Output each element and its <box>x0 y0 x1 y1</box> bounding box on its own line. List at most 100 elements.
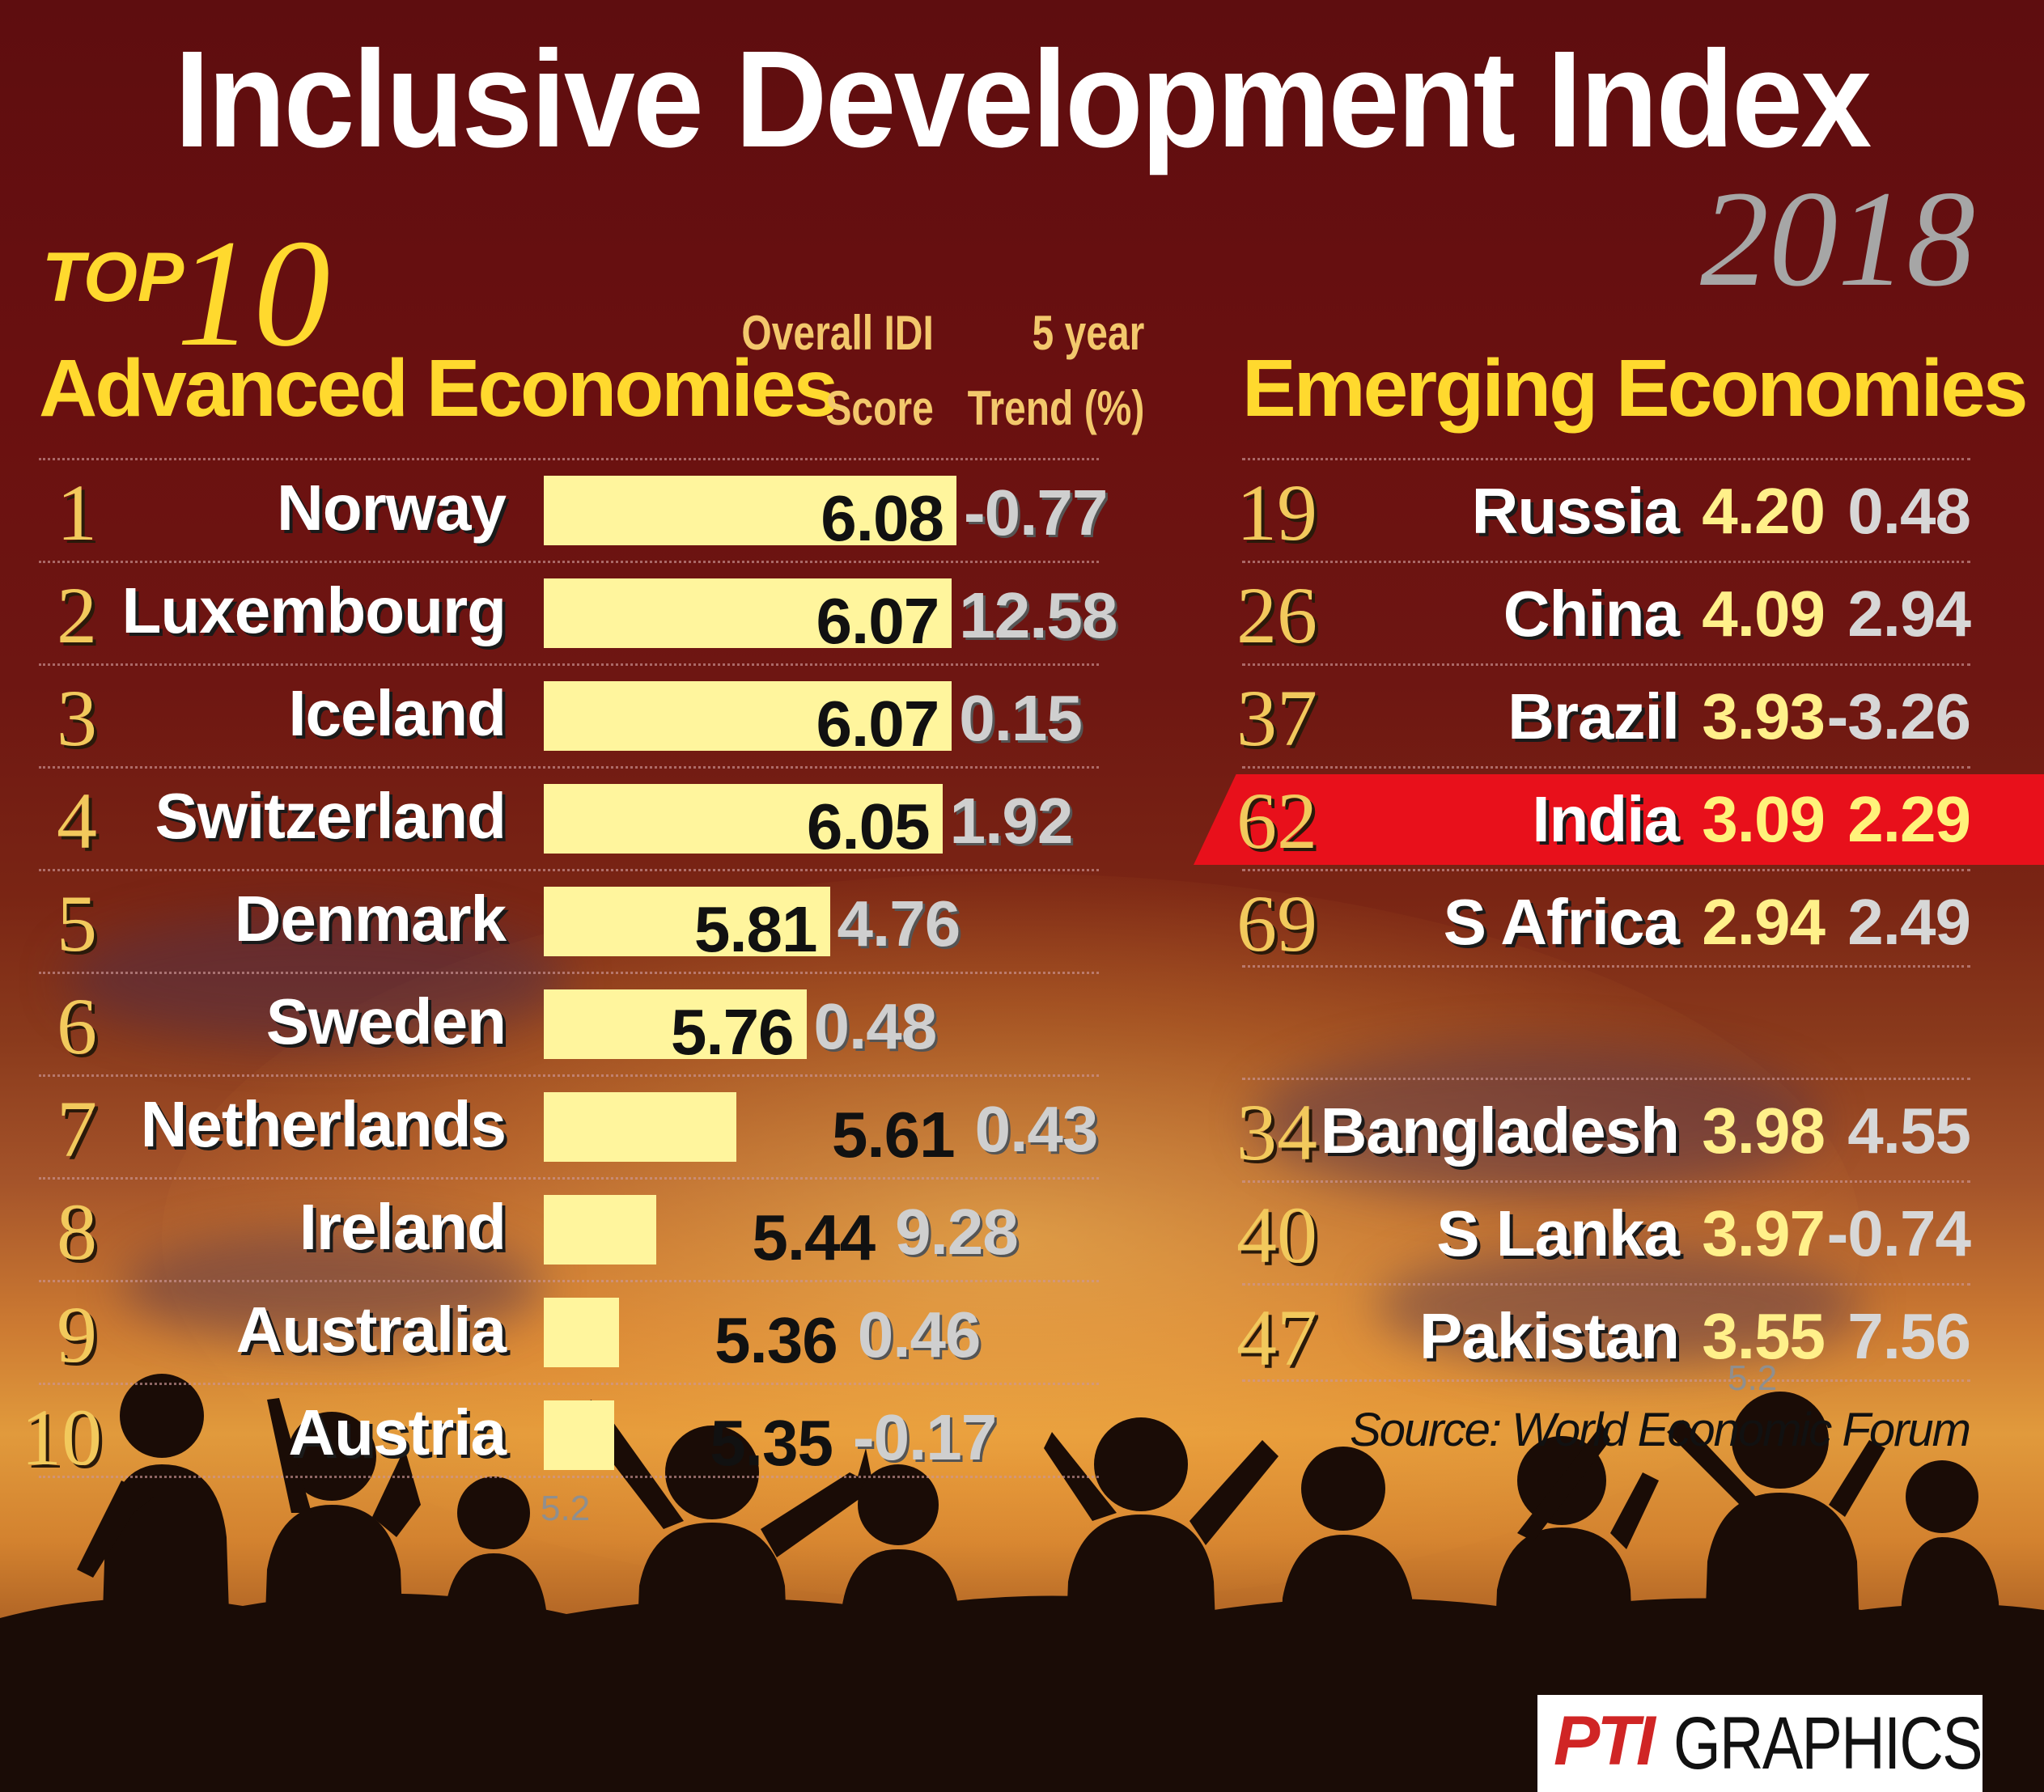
rank-number: 5 <box>57 879 97 968</box>
row-divider <box>39 1280 1099 1282</box>
country-name: Switzerland <box>155 780 507 852</box>
pti-graphics-logo: PTI GRAPHICS <box>1537 1695 1983 1792</box>
rank-number: 9 <box>57 1290 97 1379</box>
trend-value: 0.46 <box>857 1298 982 1370</box>
row-divider <box>1242 1379 1970 1382</box>
row-divider <box>1242 869 1970 871</box>
rank-number: 40 <box>1236 1190 1317 1280</box>
country-name: Bangladesh <box>1320 1095 1680 1167</box>
top-number: 10 <box>176 209 330 379</box>
trend-value: 1.92 <box>949 785 1074 857</box>
score-value: 3.93 <box>1702 680 1826 752</box>
score-label: 5.81 <box>693 893 818 965</box>
trend-value: 0.15 <box>959 682 1083 754</box>
rank-number: 8 <box>57 1187 97 1277</box>
trend-value: -0.77 <box>964 477 1108 549</box>
trend-value: 2.29 <box>1847 783 1971 855</box>
trend-header-line-1: 5 year <box>1032 306 1144 360</box>
country-name: Ireland <box>299 1191 507 1263</box>
rank-number: 37 <box>1236 673 1317 763</box>
score-label: 5.76 <box>670 996 795 1068</box>
trend-value: 2.94 <box>1847 578 1971 650</box>
trend-value: -3.26 <box>1826 680 1971 752</box>
rank-number: 47 <box>1236 1293 1317 1383</box>
country-name: Russia <box>1471 475 1680 547</box>
country-name: Denmark <box>234 883 507 955</box>
score-bar <box>544 887 830 956</box>
rank-number: 1 <box>57 468 97 557</box>
score-value: 2.94 <box>1702 886 1826 958</box>
score-value: 3.09 <box>1702 783 1826 855</box>
page-title: Inclusive Development Index <box>174 23 1872 176</box>
score-bar <box>544 989 807 1059</box>
score-header-line-1: Overall IDI <box>741 306 934 360</box>
score-column-header: Overall IDI Score <box>742 295 934 446</box>
country-name: S Africa <box>1443 886 1680 958</box>
india-highlight-band <box>1194 774 2044 865</box>
score-bar <box>544 1092 736 1162</box>
score-label: 6.07 <box>816 585 940 657</box>
score-bar <box>544 1195 657 1265</box>
score-label: 5.35 <box>710 1407 833 1479</box>
score-bar <box>544 681 952 751</box>
rank-number: 10 <box>21 1392 102 1482</box>
trend-value: 4.55 <box>1847 1095 1971 1167</box>
axis-tick-label: 5.2 <box>541 1489 591 1528</box>
trend-column-header: 5 year Trend (%) <box>967 295 1144 446</box>
row-divider <box>1242 1180 1970 1183</box>
country-name: Luxembourg <box>121 574 507 646</box>
logo-graphics-text: GRAPHICS <box>1673 1702 1983 1785</box>
score-label: 6.07 <box>816 688 940 760</box>
country-name: Pakistan <box>1419 1300 1680 1372</box>
advanced-economies-heading: Advanced Economies <box>39 343 838 434</box>
row-divider <box>39 1177 1099 1180</box>
score-bar <box>544 578 952 648</box>
row-divider <box>1242 965 1970 968</box>
country-name: India <box>1532 783 1680 855</box>
trend-value: 2.49 <box>1847 886 1971 958</box>
logo-pti-text: PTI <box>1554 1702 1656 1780</box>
country-name: Sweden <box>265 985 507 1057</box>
rank-number: 7 <box>57 1084 97 1174</box>
row-divider <box>1242 561 1970 563</box>
trend-value: -0.17 <box>852 1401 997 1473</box>
score-bar <box>544 1400 614 1470</box>
row-divider <box>39 869 1099 871</box>
country-name: Brazil <box>1508 680 1680 752</box>
score-label: 6.05 <box>806 790 931 862</box>
country-name: China <box>1503 578 1680 650</box>
rank-number: 6 <box>57 981 97 1071</box>
row-divider <box>39 1383 1099 1385</box>
row-divider <box>39 663 1099 666</box>
row-divider <box>39 561 1099 563</box>
score-value: 3.98 <box>1702 1095 1826 1167</box>
score-bar <box>544 1298 619 1367</box>
trend-value: -0.74 <box>1826 1197 1971 1269</box>
score-bar <box>544 784 943 854</box>
rank-number: 3 <box>57 673 97 763</box>
row-divider <box>39 972 1099 974</box>
trend-value: 0.43 <box>974 1093 1099 1165</box>
year-label: 2018 <box>1700 163 1975 315</box>
country-name: Iceland <box>288 677 507 749</box>
country-name: Netherlands <box>140 1088 507 1160</box>
source-note: Source: World Economic Forum <box>1350 1404 1971 1456</box>
score-label: 5.61 <box>831 1099 956 1171</box>
row-divider <box>39 458 1099 460</box>
rank-number: 2 <box>57 570 97 660</box>
row-divider <box>1242 663 1970 666</box>
score-value: 4.20 <box>1702 475 1826 547</box>
trend-value: 0.48 <box>813 990 938 1062</box>
rank-number: 62 <box>1236 776 1317 866</box>
row-divider <box>39 1476 1099 1478</box>
score-value: 3.97 <box>1702 1197 1826 1269</box>
score-header-line-2: Score <box>825 381 934 435</box>
score-label: 5.36 <box>715 1304 838 1376</box>
row-divider <box>39 766 1099 769</box>
score-value: 4.09 <box>1702 578 1826 650</box>
top-label: TOP <box>42 239 184 316</box>
trend-header-line-2: Trend (%) <box>967 381 1144 435</box>
row-divider <box>39 1074 1099 1077</box>
trend-value: 0.48 <box>1847 475 1971 547</box>
